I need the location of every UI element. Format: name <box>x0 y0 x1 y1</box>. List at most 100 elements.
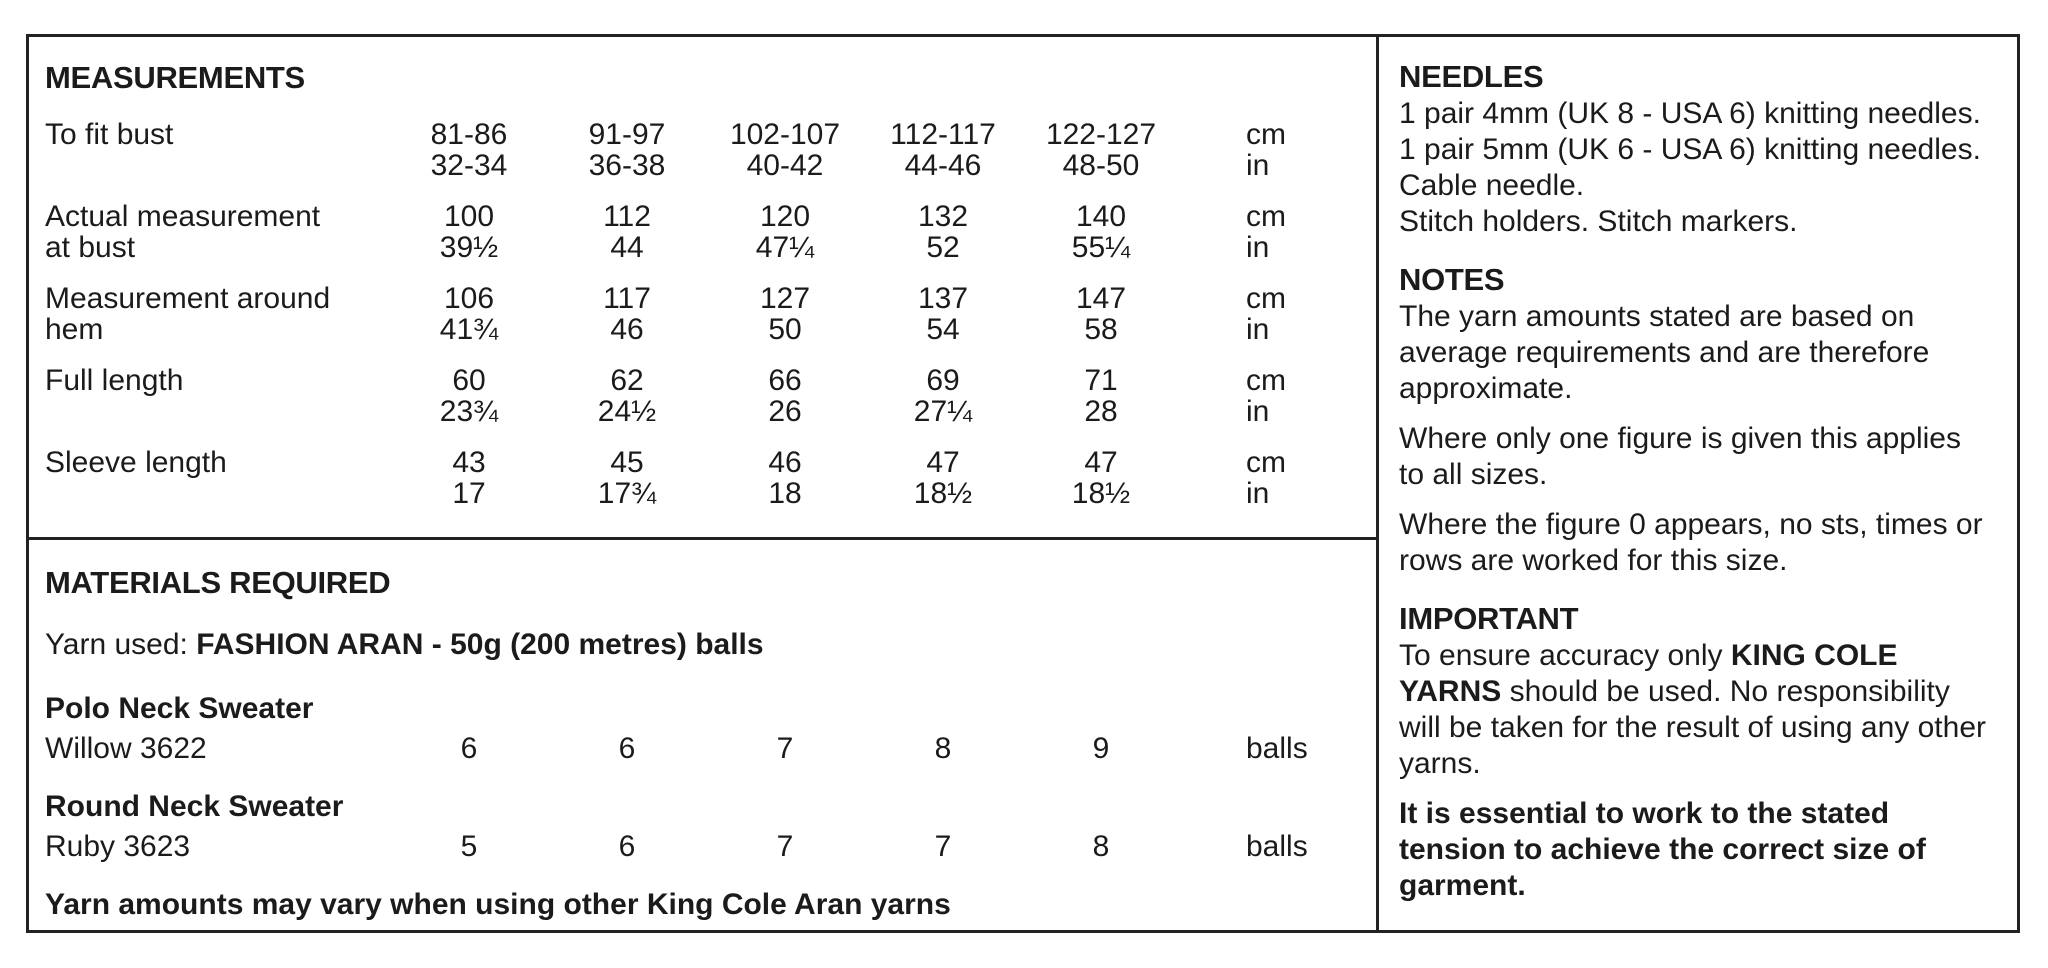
needles-title: NEEDLES <box>1399 59 1544 94</box>
value-in: 17 <box>452 477 486 510</box>
measurement-values: 45 17¾ <box>548 447 706 509</box>
ball-count: 8 <box>1092 830 1110 863</box>
measurement-row-full-length: Full length 60 23¾ 62 24½ 66 26 69 27¼ <box>45 365 1360 427</box>
value-in: 27¼ <box>913 395 973 428</box>
value-in: 54 <box>926 313 960 346</box>
needles-line: 1 pair 4mm (UK 8 - USA 6) knitting needl… <box>1399 97 1981 130</box>
value-cm: 112 <box>603 200 651 233</box>
unit-in: in <box>1246 149 1270 182</box>
ball-unit: balls <box>1246 732 1308 765</box>
measurement-values: 102-107 40-42 <box>706 119 864 181</box>
measurement-values: 140 55¼ <box>1022 201 1180 263</box>
unit-cm: cm <box>1246 446 1286 479</box>
value-cm: 66 <box>768 364 802 397</box>
measurement-values: 122-127 48-50 <box>1022 119 1180 181</box>
value-in: 47¼ <box>755 231 815 264</box>
measurement-values: 127 50 <box>706 283 864 345</box>
value-in: 23¾ <box>439 395 499 428</box>
important-tension-note: It is essential to work to the stated te… <box>1399 797 1926 902</box>
yarn-used-value: FASHION ARAN - 50g (200 metres) balls <box>196 628 764 661</box>
measurement-label: Measurement around hem <box>45 282 331 346</box>
measurement-values: 47 18½ <box>864 447 1022 509</box>
notes-title: NOTES <box>1399 262 1505 297</box>
measurement-units: cm in <box>1180 283 1360 345</box>
value-in: 24½ <box>597 395 657 428</box>
ball-count: 6 <box>618 830 636 863</box>
value-cm: 46 <box>768 446 802 479</box>
value-in: 26 <box>768 395 802 428</box>
value-cm: 43 <box>452 446 486 479</box>
needles-line: Cable needle. <box>1399 169 1585 202</box>
measurement-label: To fit bust <box>45 118 174 151</box>
measurement-values: 47 18½ <box>1022 447 1180 509</box>
measurement-values: 137 54 <box>864 283 1022 345</box>
measurement-units: cm in <box>1180 365 1360 427</box>
needles-line: Stitch holders. Stitch markers. <box>1399 205 1798 238</box>
measurement-label: Actual measurement at bust <box>45 200 321 264</box>
measurement-values: 112-117 44-46 <box>864 119 1022 181</box>
value-in: 17¾ <box>597 477 657 510</box>
value-cm: 112-117 <box>890 118 996 151</box>
value-in: 18½ <box>1071 477 1131 510</box>
value-in: 50 <box>768 313 802 346</box>
value-cm: 100 <box>443 200 495 233</box>
materials-title: MATERIALS REQUIRED <box>45 565 391 600</box>
measurement-units: cm in <box>1180 201 1360 263</box>
measurement-values: 112 44 <box>548 201 706 263</box>
measurement-values: 46 18 <box>706 447 864 509</box>
value-in: 36-38 <box>588 149 666 182</box>
measurement-label: Full length <box>45 364 184 397</box>
ball-count: 8 <box>934 732 952 765</box>
value-cm: 45 <box>610 446 644 479</box>
value-cm: 47 <box>1084 446 1118 479</box>
value-cm: 106 <box>443 282 495 315</box>
measurement-row-hem: Measurement around hem 106 41¾ 117 46 12… <box>45 283 1360 345</box>
value-cm: 91-97 <box>588 118 666 151</box>
measurement-values: 117 46 <box>548 283 706 345</box>
value-cm: 117 <box>603 282 651 315</box>
unit-cm: cm <box>1246 282 1286 315</box>
pattern-sheet: MEASUREMENTS To fit bust 81-86 32-34 91-… <box>26 34 2020 933</box>
ball-count: 9 <box>1092 732 1110 765</box>
value-in: 52 <box>926 231 960 264</box>
measurement-values: 120 47¼ <box>706 201 864 263</box>
ball-count: 7 <box>776 830 794 863</box>
value-cm: 47 <box>926 446 960 479</box>
value-cm: 69 <box>926 364 960 397</box>
value-in: 48-50 <box>1062 149 1140 182</box>
value-cm: 71 <box>1084 364 1118 397</box>
item-shade: Ruby 3623 <box>45 830 191 863</box>
value-in: 46 <box>610 313 644 346</box>
materials-section: MATERIALS REQUIRED Yarn used: FASHION AR… <box>29 540 1376 930</box>
value-cm: 120 <box>759 200 811 233</box>
value-in: 40-42 <box>746 149 824 182</box>
measurement-values: 66 26 <box>706 365 864 427</box>
value-in: 32-34 <box>430 149 508 182</box>
ball-count: 7 <box>934 830 952 863</box>
measurement-values: 106 41¾ <box>390 283 548 345</box>
notes-paragraph: The yarn amounts stated are based on ave… <box>1399 300 1930 405</box>
needles-line: 1 pair 5mm (UK 6 - USA 6) knitting needl… <box>1399 133 1981 166</box>
ball-count: 6 <box>618 732 636 765</box>
value-in: 39½ <box>439 231 499 264</box>
measurement-label: Sleeve length <box>45 446 227 479</box>
value-in: 44-46 <box>904 149 982 182</box>
value-cm: 62 <box>610 364 644 397</box>
unit-in: in <box>1246 477 1270 510</box>
item-name: Round Neck Sweater <box>45 790 344 823</box>
measurement-values: 91-97 36-38 <box>548 119 706 181</box>
measurement-values: 147 58 <box>1022 283 1180 345</box>
item-name: Polo Neck Sweater <box>45 692 314 725</box>
measurement-values: 71 28 <box>1022 365 1180 427</box>
value-cm: 132 <box>917 200 969 233</box>
measurement-values: 69 27¼ <box>864 365 1022 427</box>
value-cm: 140 <box>1075 200 1127 233</box>
yarn-used-line: Yarn used: FASHION ARAN - 50g (200 metre… <box>45 628 1360 662</box>
value-in: 18½ <box>913 477 973 510</box>
measurements-section: MEASUREMENTS To fit bust 81-86 32-34 91-… <box>29 37 1376 540</box>
important-text: To ensure accuracy only <box>1399 639 1731 672</box>
ball-count: 6 <box>460 732 478 765</box>
value-cm: 81-86 <box>430 118 508 151</box>
measurement-values: 100 39½ <box>390 201 548 263</box>
measurement-units: cm in <box>1180 447 1360 509</box>
